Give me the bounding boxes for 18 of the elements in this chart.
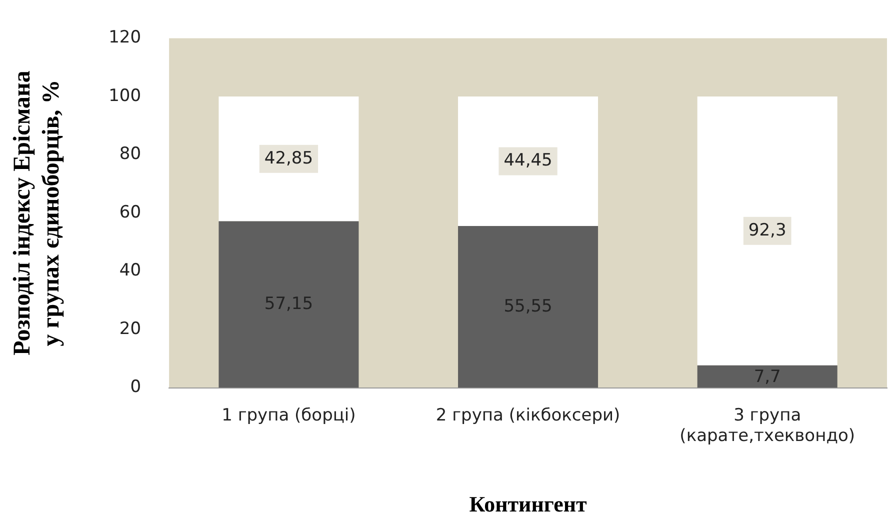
y-tick-label: 40: [119, 260, 142, 281]
data-label: 7,7: [754, 367, 781, 388]
x-axis-title: Контингент: [469, 491, 588, 516]
x-tick-label: 3 група (карате,тхеквондо): [680, 405, 855, 446]
data-label: 42,85: [264, 148, 314, 168]
y-tick-label: 100: [108, 86, 142, 106]
y-tick-label: 60: [119, 202, 142, 222]
y-tick-label: 80: [119, 144, 142, 164]
data-label: 57,15: [264, 294, 314, 314]
y-tick-label: 0: [130, 377, 142, 398]
x-tick-label: 1 група (борці): [222, 405, 356, 426]
data-label: 55,55: [504, 296, 552, 316]
data-label: 44,45: [504, 150, 552, 171]
y-tick-label: 120: [108, 28, 142, 48]
y-axis-title: Розподіл індексу Ерісмана у групах єдиноборців, %: [10, 70, 64, 356]
data-label: 92,3: [748, 220, 786, 240]
x-tick-label: 2 група (кікбоксери): [436, 405, 620, 426]
y-tick-label: 20: [119, 318, 142, 339]
